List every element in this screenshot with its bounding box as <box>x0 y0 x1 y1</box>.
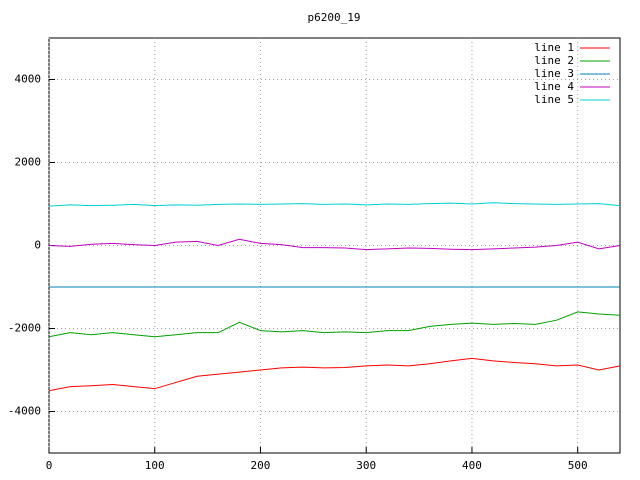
legend-label: line 5 <box>534 93 574 106</box>
x-tick-label: 0 <box>46 459 53 472</box>
legend-label: line 2 <box>534 54 574 67</box>
legend-label: line 4 <box>534 80 574 93</box>
x-tick-label: 100 <box>145 459 165 472</box>
y-tick-label: -4000 <box>8 405 41 418</box>
y-tick-label: 0 <box>34 239 41 252</box>
y-tick-label: 2000 <box>15 156 42 169</box>
x-tick-label: 500 <box>568 459 588 472</box>
x-tick-label: 300 <box>356 459 376 472</box>
y-tick-label: 4000 <box>15 73 42 86</box>
x-tick-label: 400 <box>462 459 482 472</box>
legend-label: line 3 <box>534 67 574 80</box>
data-line <box>48 357 621 392</box>
x-tick-label: 200 <box>251 459 271 472</box>
data-line <box>48 202 621 207</box>
data-line <box>48 311 621 338</box>
legend-label: line 1 <box>534 41 574 54</box>
chart-title: p6200_19 <box>308 11 361 24</box>
y-tick-label: -2000 <box>8 322 41 335</box>
data-line <box>48 238 621 251</box>
